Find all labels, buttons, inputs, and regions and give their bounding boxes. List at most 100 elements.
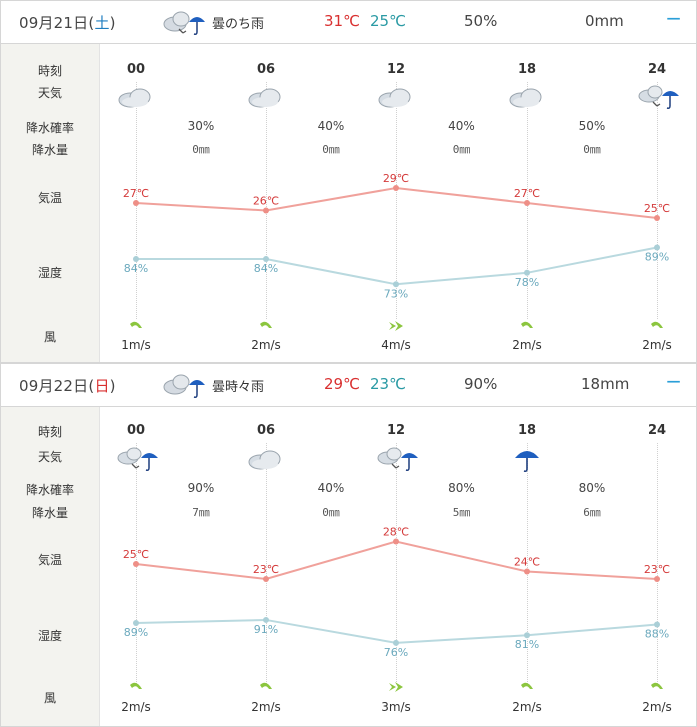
temp-humidity-chart: 27℃ 26℃ 29℃ 27℃ 25℃ 84% 84% 73% 78% 89%: [123, 172, 670, 300]
precip-prob-value: 80%: [578, 481, 606, 495]
humidity-point: [263, 616, 269, 623]
temperature-label: 27℃: [514, 187, 540, 200]
time-label: 24: [647, 423, 667, 438]
humidity-label: 76%: [384, 646, 408, 659]
wind-speed-value: 2m/s: [642, 700, 672, 714]
wind-arrow-icon: [126, 318, 146, 334]
cloud-then-rain-icon: [637, 82, 679, 112]
temperature-point: [393, 538, 399, 545]
cloud-then-rain-icon: [376, 444, 418, 474]
row-label-time: 時刻: [37, 64, 62, 78]
umbrella-icon: [507, 444, 547, 474]
row-label-temp: 気温: [37, 191, 62, 205]
precip-amount-value: 0㎜: [322, 143, 340, 156]
humidity-label: 84%: [254, 262, 278, 275]
time-label: 06: [256, 423, 276, 438]
humidity-label: 81%: [515, 638, 539, 651]
temperature-point: [393, 185, 399, 191]
humidity-point: [393, 639, 399, 646]
cloud-sometimes-rain-icon: [161, 369, 209, 401]
humidity-point: [524, 632, 530, 639]
collapse-toggle-button[interactable]: −: [665, 6, 682, 30]
row-label-weather: 天気: [37, 86, 62, 100]
precip-prob-value: 90%: [187, 481, 215, 495]
forecast-day-2: 09月22日(日) 曇時々雨 29℃ 23℃ 90% 18mm − 時刻 天気 降水…: [0, 363, 697, 727]
time-label: 00: [126, 62, 146, 77]
humidity-point: [133, 256, 139, 262]
wind-arrow-strong-icon: [386, 318, 406, 334]
humidity-point: [654, 621, 660, 628]
weekday: 土: [94, 14, 110, 32]
precip-amount-value: 0㎜: [192, 143, 210, 156]
precip-prob-value: 40%: [317, 119, 345, 133]
temperature-label: 24℃: [514, 556, 540, 569]
cloud-icon: [376, 82, 416, 112]
precip-amount-value: 6㎜: [583, 506, 601, 519]
humidity-label: 89%: [645, 251, 669, 264]
temperature-label: 25℃: [644, 202, 670, 215]
temperature-line: [135, 186, 658, 219]
temperature-point: [654, 215, 660, 221]
temperature-line: [135, 540, 658, 581]
day-date: 09月21日(土): [19, 14, 116, 32]
day-high-temp: 29℃: [324, 375, 360, 393]
cloud-icon: [507, 82, 547, 112]
time-label: 12: [386, 62, 406, 77]
collapse-toggle-button[interactable]: −: [665, 369, 682, 393]
row-label-humidity: 湿度: [37, 629, 62, 643]
precip-prob-value: 40%: [317, 481, 345, 495]
day-precip-prob: 50%: [464, 12, 498, 30]
temperature-point: [263, 207, 269, 214]
cloud-icon: [116, 82, 156, 112]
temperature-label: 29℃: [383, 172, 409, 185]
temperature-point: [263, 576, 269, 582]
cloud-icon: [246, 444, 286, 474]
humidity-label: 78%: [515, 276, 539, 289]
grid-line: [266, 443, 267, 684]
humidity-label: 89%: [124, 626, 148, 639]
humidity-line: [136, 246, 658, 286]
temperature-label: 23℃: [644, 563, 670, 576]
humidity-point: [133, 620, 139, 626]
temperature-label: 26℃: [253, 195, 279, 208]
precip-prob-value: 80%: [448, 481, 475, 495]
wind-speed-value: 2m/s: [512, 700, 542, 714]
precip-prob-value: 40%: [448, 119, 475, 133]
day-header: 09月21日(土) 曇のち雨 31℃ 25℃ 50% 0mm −: [1, 1, 696, 44]
day-weather: 曇時々雨: [212, 380, 265, 395]
humidity-point: [654, 244, 660, 251]
row-label-humidity: 湿度: [37, 266, 62, 280]
temperature-label: 28℃: [383, 526, 409, 539]
temp-humidity-chart: 25℃ 23℃ 28℃ 24℃ 23℃ 89% 91% 76% 81% 88%: [123, 526, 670, 659]
row-label-time: 時刻: [37, 425, 62, 439]
cloud-icon: [246, 82, 286, 112]
humidity-point: [393, 281, 399, 288]
grid-line: [396, 82, 397, 319]
cloud-then-rain-icon: [161, 6, 209, 38]
time-label: 12: [386, 423, 406, 438]
humidity-line: [135, 618, 658, 644]
wind-arrow-icon: [256, 318, 276, 334]
precip-amount-value: 5㎜: [452, 506, 471, 519]
temperature-label: 25℃: [123, 548, 149, 561]
wind-arrow-icon: [517, 318, 537, 334]
temperature-label: 23℃: [253, 563, 279, 576]
humidity-point: [524, 269, 530, 276]
temperature-point: [654, 576, 660, 582]
day-header: 09月22日(日) 曇時々雨 29℃ 23℃ 90% 18mm −: [1, 364, 696, 407]
row-label-wind: 風: [43, 330, 56, 344]
precip-amount-value: 0㎜: [583, 143, 601, 156]
day-high-temp: 31℃: [324, 12, 360, 30]
grid-line: [266, 82, 267, 319]
wind-arrow-strong-icon: [386, 679, 406, 695]
row-label-wind: 風: [43, 691, 56, 705]
wind-speed-value: 1m/s: [121, 338, 151, 352]
wind-speed-value: 2m/s: [512, 338, 542, 352]
temperature-point: [524, 200, 530, 206]
wind-speed-value: 2m/s: [121, 700, 151, 714]
grid-line: [527, 443, 528, 684]
precip-amount-value: 0㎜: [452, 143, 471, 156]
row-label-rain: 降水量: [31, 143, 68, 157]
day-weather: 曇のち雨: [212, 17, 265, 32]
row-label-temp: 気温: [37, 553, 62, 567]
